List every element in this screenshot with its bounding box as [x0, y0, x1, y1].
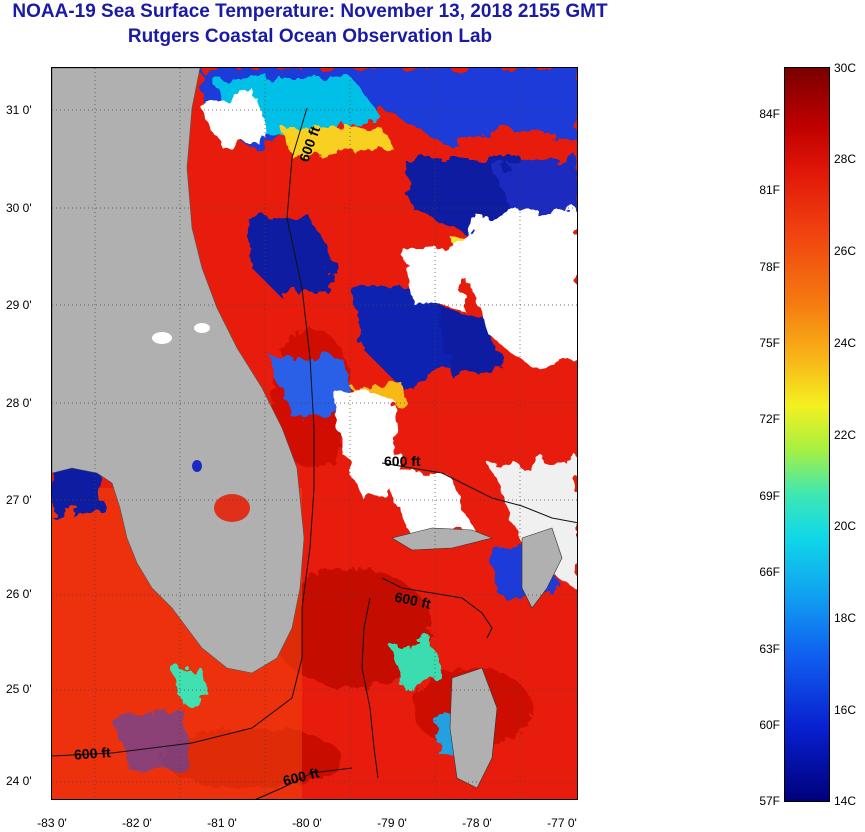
lat-label-24: 24 0': [6, 774, 32, 788]
lat-label-30: 30 0': [6, 201, 32, 215]
bahamas-grand-bahama: [391, 527, 493, 551]
map-title: NOAA-19 Sea Surface Temperature: Novembe…: [12, 1, 608, 22]
colorbar-c-label: 22C: [834, 428, 857, 442]
contour-label: 600 ft: [393, 589, 432, 612]
lon-label-78: -78 0': [462, 816, 492, 830]
depth-contours: [52, 107, 577, 799]
map-subtitle: Rutgers Coastal Ocean Observation Lab: [127, 26, 493, 47]
lat-label-28: 28 0': [6, 396, 32, 410]
colorbar-f-label: 72F: [759, 412, 780, 426]
lon-label-79: -79 0': [377, 816, 407, 830]
colorbar-f-label: 60F: [759, 718, 780, 732]
lon-label-77: -77 0': [547, 816, 577, 830]
bahamas-andros: [449, 667, 498, 789]
florida-land: [52, 68, 305, 674]
inland-lake: [152, 332, 172, 344]
colorbar-c-label: 28C: [834, 152, 857, 166]
sst-map[interactable]: 600 ft 600 ft 600 ft 600 ft 600 ft: [51, 67, 578, 800]
colorbar-f-label: 63F: [759, 642, 780, 656]
colorbar-f-label: 81F: [759, 183, 780, 197]
colorbar-f-label: 66F: [759, 565, 780, 579]
lon-label-80: -80 0': [292, 816, 322, 830]
colorbar-f-label: 69F: [759, 489, 780, 503]
colorbar-c-label: 18C: [834, 611, 857, 625]
contour-label: 600 ft: [73, 744, 111, 763]
lat-label-29: 29 0': [6, 298, 32, 312]
lat-label-31: 31 0': [6, 103, 32, 117]
colorbar-f-label: 57F: [759, 794, 780, 808]
lon-label-82: -82 0': [122, 816, 152, 830]
sst-map-canvas: 600 ft 600 ft 600 ft 600 ft 600 ft: [52, 68, 577, 799]
inland-lake: [194, 323, 210, 333]
colorbar-c-label: 30C: [834, 61, 857, 75]
inland-lake: [192, 460, 202, 472]
colorbar-c-label: 24C: [834, 336, 857, 350]
lon-label-81: -81 0': [207, 816, 237, 830]
colorbar-f-label: 84F: [759, 107, 780, 121]
bahamas-abaco: [521, 527, 563, 609]
colorbar-c-label: 14C: [834, 794, 857, 808]
colorbar-f-label: 75F: [759, 336, 780, 350]
lon-label-83: -83 0': [37, 816, 67, 830]
colorbar-c-label: 26C: [834, 244, 857, 258]
temperature-colorbar: [784, 67, 830, 802]
colorbar-f-label: 78F: [759, 260, 780, 274]
lat-label-27: 27 0': [6, 493, 32, 507]
colorbar-c-label: 16C: [834, 703, 857, 717]
contour-label: 600 ft: [384, 453, 421, 469]
lat-label-26: 26 0': [6, 587, 32, 601]
lake-okeechobee: [214, 494, 250, 522]
lat-label-25: 25 0': [6, 682, 32, 696]
colorbar-c-label: 20C: [834, 519, 857, 533]
